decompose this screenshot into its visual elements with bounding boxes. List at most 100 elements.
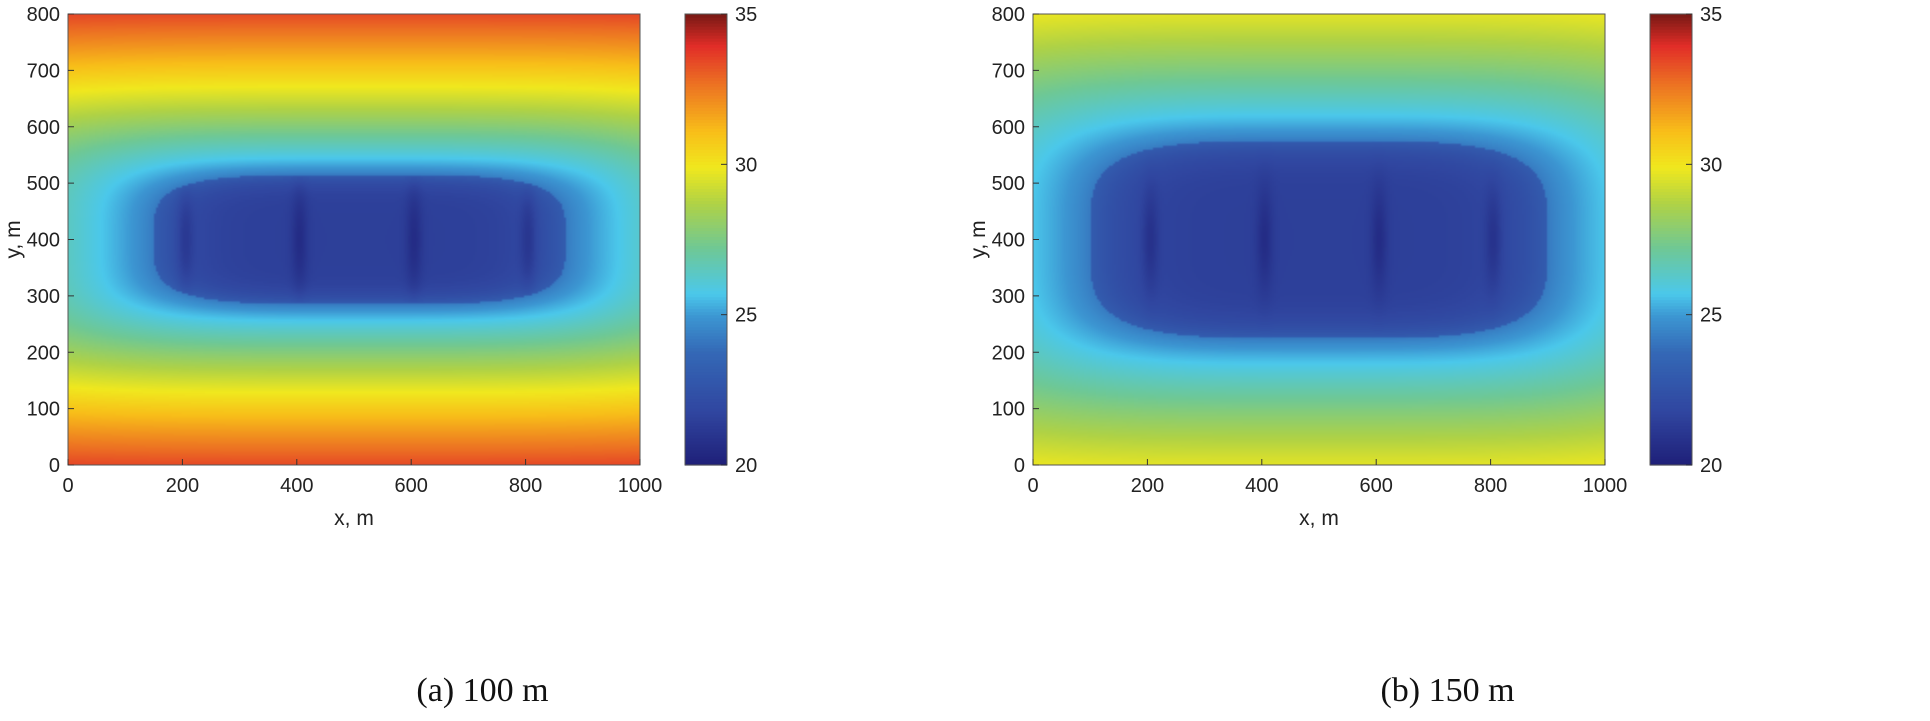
colorbar-swatch	[685, 128, 727, 132]
colorbar-swatch	[1650, 416, 1692, 421]
colorbar-swatch	[1650, 98, 1692, 102]
colorbar-swatch	[685, 428, 727, 433]
colorbar-swatch	[685, 29, 727, 33]
colorbar-swatch	[1650, 281, 1692, 286]
colorbar-swatch	[685, 26, 727, 30]
x-tick-label: 200	[1131, 475, 1164, 497]
colorbar-swatch	[1650, 419, 1692, 424]
colorbar-swatch	[1650, 275, 1692, 280]
colorbar-swatch	[1650, 131, 1692, 135]
colorbar-swatch	[685, 17, 727, 21]
colorbar-swatch	[1650, 41, 1692, 45]
colorbar-swatch	[1650, 323, 1692, 328]
colorbar-swatch	[1650, 305, 1692, 310]
colorbar-swatch	[1650, 335, 1692, 340]
y-tick-label: 300	[992, 286, 1025, 308]
colorbar-swatch	[1650, 452, 1692, 457]
colorbar-swatch	[685, 230, 727, 235]
colorbar-swatch	[1650, 224, 1692, 229]
colorbar-swatch	[685, 107, 727, 111]
colorbar-swatch	[1650, 107, 1692, 111]
colorbar-swatch	[1650, 122, 1692, 126]
colorbar-swatch	[1650, 257, 1692, 262]
colorbar-swatch	[685, 182, 727, 186]
colorbar-tick-label: 35	[735, 4, 757, 26]
colorbar-swatch	[685, 272, 727, 277]
colorbar-swatch	[685, 320, 727, 325]
colorbar-swatch	[1650, 332, 1692, 337]
colorbar-swatch	[685, 350, 727, 355]
colorbar-swatch	[685, 218, 727, 223]
colorbar-swatch	[1650, 152, 1692, 156]
colorbar-swatch	[685, 308, 727, 313]
colorbar-swatch	[685, 224, 727, 229]
colorbar-tick-label: 25	[1700, 305, 1722, 327]
colorbar-swatch	[1650, 86, 1692, 90]
colorbar-swatch	[1650, 320, 1692, 325]
colorbar-swatch	[1650, 299, 1692, 304]
colorbar-swatch	[1650, 371, 1692, 376]
colorbar-swatch	[1650, 395, 1692, 400]
colorbar-swatch	[685, 44, 727, 48]
colorbar-swatch	[1650, 437, 1692, 442]
colorbar-swatch	[1650, 23, 1692, 27]
colorbar-swatch	[685, 152, 727, 156]
colorbar-swatch	[685, 173, 727, 177]
colorbar-swatch	[1650, 404, 1692, 409]
colorbar-swatch	[685, 83, 727, 87]
colorbar-swatch	[1650, 440, 1692, 445]
x-axis-label: x, m	[334, 507, 374, 530]
colorbar-swatch	[685, 278, 727, 283]
colorbar-swatch	[685, 296, 727, 301]
colorbar-swatch	[1650, 68, 1692, 72]
colorbar-swatch	[685, 80, 727, 84]
colorbar-swatch	[1650, 161, 1692, 165]
colorbar-swatch	[685, 158, 727, 162]
colorbar-swatch	[685, 434, 727, 439]
colorbar-swatch	[685, 440, 727, 445]
colorbar-swatch	[1650, 173, 1692, 177]
colorbar-swatch	[1650, 218, 1692, 223]
colorbar-swatch	[1650, 296, 1692, 301]
colorbar-swatch	[1650, 134, 1692, 138]
colorbar-swatch	[685, 242, 727, 247]
colorbar-swatch	[685, 326, 727, 331]
colorbar-swatch	[1650, 458, 1692, 463]
colorbar-swatch	[1650, 398, 1692, 403]
colorbar-swatch	[685, 401, 727, 406]
colorbar-swatch	[685, 170, 727, 174]
colorbar-swatch	[685, 281, 727, 286]
colorbar-swatch	[1650, 230, 1692, 235]
colorbar-swatch	[1650, 83, 1692, 87]
colorbar-swatch	[685, 53, 727, 57]
colorbar-swatch	[1650, 380, 1692, 385]
colorbar-swatch	[685, 38, 727, 42]
colorbar-tick-label: 20	[1700, 455, 1722, 477]
heatmap-chart-b: 0 200 400 600 800 1000 0 100 200 300 400 500 600 700 8…	[967, 4, 1722, 530]
colorbar-swatch	[1650, 269, 1692, 274]
colorbar-swatch	[685, 137, 727, 141]
colorbar-swatch	[685, 425, 727, 430]
colorbar-swatch	[685, 92, 727, 96]
y-tick-label: 600	[27, 117, 60, 139]
colorbar-swatch	[685, 452, 727, 457]
colorbar-swatch	[685, 374, 727, 379]
colorbar-swatch	[685, 395, 727, 400]
colorbar-swatch	[1650, 290, 1692, 295]
x-tick-label: 0	[62, 475, 73, 497]
colorbar-swatch	[685, 20, 727, 24]
colorbar-swatch	[1650, 233, 1692, 238]
colorbar-swatch	[685, 86, 727, 90]
colorbar-swatch	[685, 56, 727, 60]
colorbar-swatch	[685, 260, 727, 265]
colorbar-swatch	[685, 329, 727, 334]
colorbar-swatch	[685, 359, 727, 364]
colorbar-swatch	[685, 446, 727, 451]
colorbar-swatch	[685, 74, 727, 78]
colorbar-swatch	[685, 161, 727, 165]
colorbar-swatch	[685, 344, 727, 349]
colorbar-swatch	[1650, 308, 1692, 313]
y-tick-label: 400	[992, 230, 1025, 252]
colorbar-swatch	[685, 254, 727, 259]
